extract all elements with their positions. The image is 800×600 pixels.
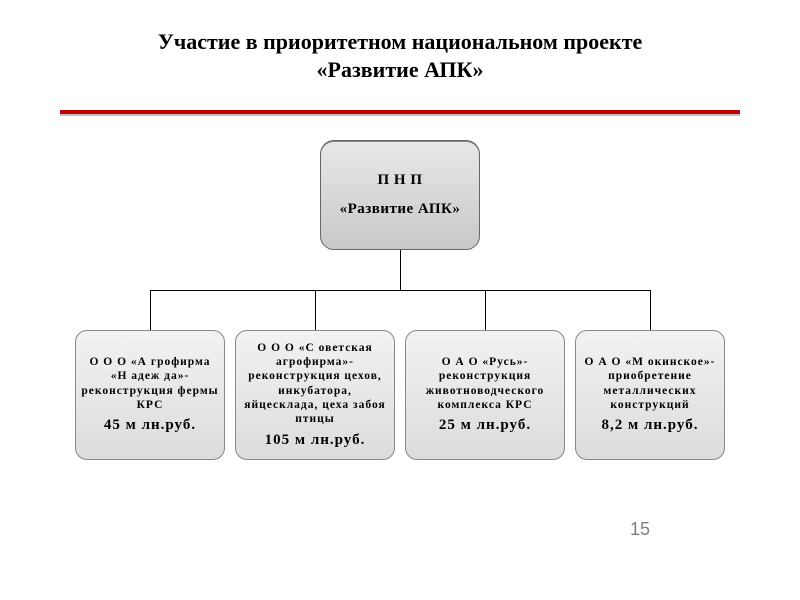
slide: Участие в приоритетном национальном прое… bbox=[0, 0, 800, 600]
root-line1: П Н П bbox=[377, 171, 422, 190]
connector-drop-1 bbox=[150, 290, 151, 330]
child-4-amount: 8,2 м лн.руб. bbox=[602, 416, 699, 435]
child-3-amount: 25 м лн.руб. bbox=[439, 416, 531, 435]
title-line1: Участие в приоритетном национальном прое… bbox=[158, 29, 643, 54]
slide-title: Участие в приоритетном национальном прое… bbox=[0, 28, 800, 83]
child-1-amount: 45 м лн.руб. bbox=[104, 416, 196, 435]
connector-trunk bbox=[400, 250, 401, 290]
child-2-desc: О О О «С оветская агрофирма»- реконструк… bbox=[240, 341, 390, 427]
child-node-1: О О О «А грофирма «Н адеж да»- реконстру… bbox=[75, 330, 225, 460]
child-node-2: О О О «С оветская агрофирма»- реконструк… bbox=[235, 330, 395, 460]
title-underline-gray bbox=[60, 114, 740, 116]
connector-drop-3 bbox=[485, 290, 486, 330]
root-node: П Н П «Развитие АПК» bbox=[320, 140, 480, 250]
child-1-desc: О О О «А грофирма «Н адеж да»- реконстру… bbox=[80, 355, 220, 413]
child-2-amount: 105 м лн.руб. bbox=[265, 431, 366, 450]
connector-drop-4 bbox=[650, 290, 651, 330]
child-3-desc: О А О «Русь»- реконструкция животноводче… bbox=[410, 355, 560, 413]
child-4-desc: О А О «М окинское»- приобретение металли… bbox=[580, 355, 720, 413]
child-node-4: О А О «М окинское»- приобретение металли… bbox=[575, 330, 725, 460]
title-line2: «Развитие АПК» bbox=[317, 57, 484, 82]
connector-drop-2 bbox=[315, 290, 316, 330]
connector-bus bbox=[150, 290, 650, 291]
child-node-3: О А О «Русь»- реконструкция животноводче… bbox=[405, 330, 565, 460]
root-line2: «Развитие АПК» bbox=[340, 200, 461, 219]
page-number: 15 bbox=[630, 519, 650, 540]
